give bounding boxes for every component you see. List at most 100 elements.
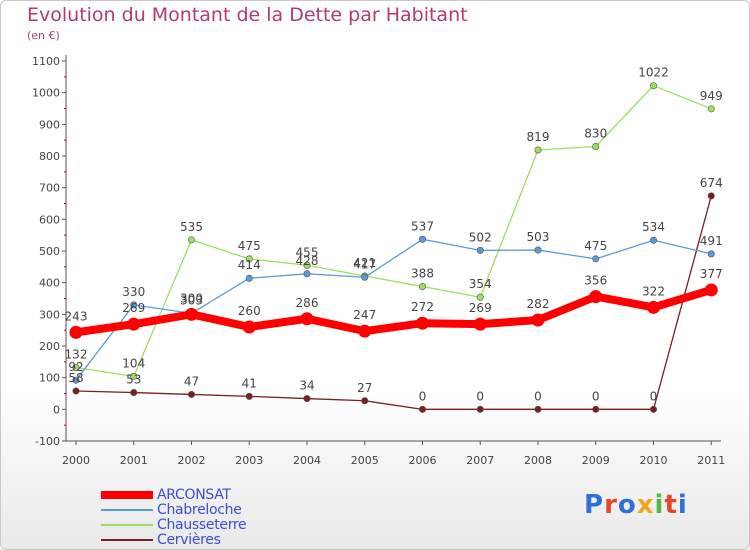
data-point-chausseterre xyxy=(534,146,542,154)
data-label-chausseterre: 104 xyxy=(122,356,145,370)
data-point-arconsat xyxy=(242,320,256,334)
x-tick-label: 2009 xyxy=(582,454,610,467)
legend-item-chausseterre: Chausseterre xyxy=(101,516,247,533)
data-point-cervieres xyxy=(188,390,196,398)
data-point-arconsat xyxy=(416,316,429,330)
legend-label: Chausseterre xyxy=(157,516,247,533)
legend-swatch xyxy=(101,538,153,541)
data-point-chausseterre xyxy=(476,293,484,301)
data-label-chabreloche: 491 xyxy=(700,234,723,248)
legend-item-cervieres: Cervières xyxy=(101,531,246,548)
data-label-chabreloche: 428 xyxy=(296,254,319,268)
data-label-cervieres: 0 xyxy=(419,389,427,403)
data-label-arconsat: 260 xyxy=(238,304,261,318)
data-point-chabreloche xyxy=(72,376,80,384)
x-tick-label: 2011 xyxy=(697,454,725,467)
data-label-chabreloche: 92 xyxy=(68,360,83,374)
legend-item-arconsat: ARCONSAT xyxy=(101,486,246,503)
data-point-chabreloche xyxy=(476,246,484,254)
data-label-arconsat: 243 xyxy=(65,309,88,323)
data-label-arconsat: 377 xyxy=(700,267,723,281)
data-point-chabreloche xyxy=(245,274,253,282)
data-point-chausseterre xyxy=(303,261,311,269)
y-tick-label: 300 xyxy=(39,308,60,321)
data-point-chausseterre xyxy=(707,105,715,113)
data-label-chabreloche: 417 xyxy=(353,257,376,271)
data-label-arconsat: 269 xyxy=(469,301,492,315)
data-point-chausseterre xyxy=(188,236,196,244)
data-label-chausseterre: 819 xyxy=(527,130,550,144)
data-label-arconsat: 300 xyxy=(180,291,203,305)
y-tick-label: 1000 xyxy=(32,87,60,100)
legend-swatch xyxy=(101,508,153,511)
data-label-arconsat: 356 xyxy=(584,274,607,288)
y-tick-label: 800 xyxy=(39,150,60,163)
x-tick-label: 2000 xyxy=(62,454,90,467)
data-point-cervieres xyxy=(303,395,311,403)
data-label-cervieres: 674 xyxy=(700,176,723,190)
series-line-arconsat xyxy=(72,285,716,337)
data-point-chabreloche xyxy=(534,246,542,254)
x-tick-label: 2010 xyxy=(640,454,668,467)
y-tick-label: 600 xyxy=(39,213,60,226)
proxiti-logo: Proxiti xyxy=(584,490,688,520)
x-tick-label: 2008 xyxy=(524,454,552,467)
data-label-chausseterre: 354 xyxy=(469,277,492,291)
legend-label: ARCONSAT xyxy=(157,486,231,503)
y-tick-label: 500 xyxy=(39,245,60,258)
data-label-chausseterre: 475 xyxy=(238,239,261,253)
data-point-arconsat xyxy=(531,313,545,327)
data-label-arconsat: 286 xyxy=(296,296,319,310)
data-label-arconsat: 272 xyxy=(411,300,434,314)
data-point-chabreloche xyxy=(303,270,311,278)
legend-swatch xyxy=(101,490,153,499)
data-point-chabreloche xyxy=(130,301,138,309)
data-label-chausseterre: 132 xyxy=(65,348,88,362)
data-point-cervieres xyxy=(476,405,484,413)
data-label-chabreloche: 475 xyxy=(584,239,607,253)
series-line-chabreloche xyxy=(75,238,712,381)
data-label-chausseterre: 388 xyxy=(411,266,434,280)
data-point-arconsat xyxy=(647,300,660,314)
data-label-cervieres: 0 xyxy=(592,389,600,403)
chart-title: Evolution du Montant de la Dette par Hab… xyxy=(27,4,468,26)
data-point-chausseterre xyxy=(418,282,426,290)
data-label-chabreloche: 330 xyxy=(122,285,145,299)
y-tick-label: 400 xyxy=(39,277,60,290)
data-point-cervieres xyxy=(592,405,600,413)
data-label-cervieres: 53 xyxy=(126,373,141,387)
data-point-cervieres xyxy=(649,405,657,413)
x-tick-label: 2001 xyxy=(120,454,148,467)
data-point-arconsat xyxy=(704,283,718,297)
x-tick-label: 2004 xyxy=(293,454,321,467)
data-point-arconsat xyxy=(69,325,83,339)
data-label-cervieres: 27 xyxy=(357,381,372,395)
x-tick-label: 2005 xyxy=(351,454,379,467)
data-label-cervieres: 0 xyxy=(534,389,542,403)
data-label-chabreloche: 534 xyxy=(642,220,665,234)
data-point-cervieres xyxy=(707,192,715,200)
data-point-cervieres xyxy=(245,392,253,400)
data-point-chabreloche xyxy=(649,236,657,244)
data-point-chabreloche xyxy=(707,250,715,258)
data-label-arconsat: 247 xyxy=(353,308,376,322)
data-point-chausseterre xyxy=(649,82,657,90)
y-tick-label: 100 xyxy=(39,372,60,385)
legend-item-chabreloche: Chabreloche xyxy=(101,501,246,518)
data-point-arconsat xyxy=(300,312,314,326)
y-tick-label: 900 xyxy=(39,118,60,131)
legend-label: Chabreloche xyxy=(157,501,242,518)
data-label-chabreloche: 537 xyxy=(411,219,434,233)
data-point-arconsat xyxy=(358,324,372,338)
data-label-cervieres: 58 xyxy=(68,371,83,385)
y-tick-label: 0 xyxy=(53,403,60,416)
data-label-chausseterre: 535 xyxy=(180,220,203,234)
x-tick-label: 2003 xyxy=(235,454,263,467)
data-point-chausseterre xyxy=(130,372,138,380)
x-tick-label: 2002 xyxy=(178,454,206,467)
y-tick-label: 700 xyxy=(39,182,60,195)
data-label-chabreloche: 503 xyxy=(527,230,550,244)
legend-label: Cervières xyxy=(157,531,221,548)
